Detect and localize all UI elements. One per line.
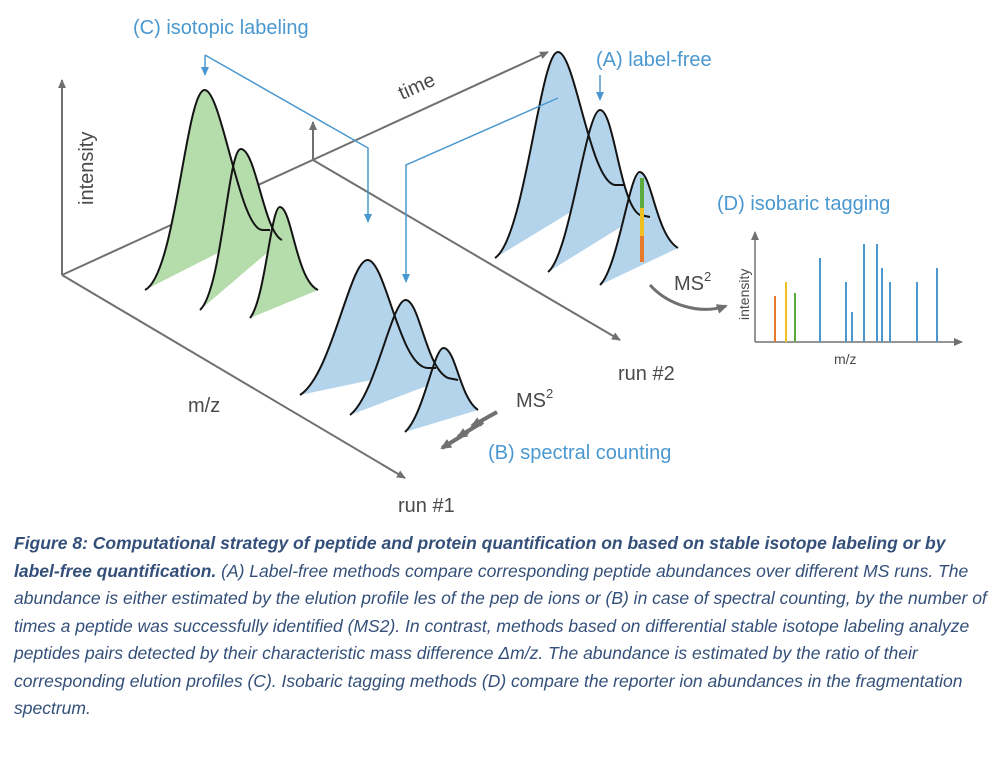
inset-peaks bbox=[774, 244, 938, 342]
quantification-diagram: intensity m/z (C) isotopic labeling (A) … bbox=[58, 17, 963, 517]
figure-caption: Figure 8: Computational strategy of pept… bbox=[14, 530, 994, 723]
isotopic-labeling-label: (C) isotopic labeling bbox=[133, 17, 309, 39]
reporter-stripe-orange bbox=[640, 236, 644, 262]
green-peak-3 bbox=[250, 206, 318, 318]
reporter-stripe-yellow bbox=[640, 208, 644, 236]
ms2-label-run2: MS2 bbox=[674, 269, 711, 295]
run2-peaks bbox=[494, 50, 679, 286]
intensity-axis-label: intensity bbox=[76, 132, 98, 205]
reporter-stripe-green bbox=[640, 178, 644, 208]
ms2-label-run2-sup: 2 bbox=[704, 269, 711, 284]
spectral-counting-label: (B) spectral counting bbox=[488, 442, 671, 464]
ms2-curved-arrow bbox=[648, 283, 728, 314]
caption-body: (A) Label-free methods compare correspon… bbox=[14, 560, 987, 719]
run1-peaks bbox=[299, 258, 479, 433]
run2-peak-2 bbox=[548, 110, 640, 272]
inset-intensity-label: intensity bbox=[736, 269, 752, 320]
run2-label: run #2 bbox=[618, 363, 675, 385]
isobaric-inset: intensity m/z bbox=[736, 231, 963, 367]
callout-connectors bbox=[201, 54, 604, 283]
mz-axis-label: m/z bbox=[188, 395, 220, 417]
green-peaks bbox=[144, 88, 319, 319]
time-axis bbox=[61, 51, 549, 276]
ms2-label-run1: MS2 bbox=[516, 386, 553, 412]
isobaric-tagging-label: (D) isobaric tagging bbox=[717, 193, 890, 215]
ms2-label-run2-base: MS bbox=[674, 273, 704, 295]
run1-peak-3 bbox=[405, 347, 478, 432]
run1-label: run #1 bbox=[398, 495, 455, 517]
green-peak-2 bbox=[200, 148, 282, 310]
main-axes bbox=[58, 51, 621, 479]
inset-mz-label: m/z bbox=[834, 351, 857, 367]
time-axis-label: time bbox=[395, 69, 438, 104]
ms2-label-run1-base: MS bbox=[516, 390, 546, 412]
run1-axis bbox=[61, 274, 406, 479]
run1-peak-2 bbox=[350, 299, 448, 415]
caption-title: Figure 8: Computational strategy of pept… bbox=[14, 533, 946, 581]
connector-isotopic-to-run1 bbox=[204, 54, 372, 223]
ms2-counting-arrows bbox=[440, 410, 498, 450]
label-free-label: (A) label-free bbox=[596, 49, 712, 71]
connector-labelfree-to-run1 bbox=[402, 97, 559, 283]
run2-peak-1 bbox=[495, 52, 615, 258]
ms2-label-run1-sup: 2 bbox=[546, 386, 553, 401]
run2-peak-3 bbox=[600, 171, 678, 285]
run2-axis bbox=[312, 159, 621, 341]
